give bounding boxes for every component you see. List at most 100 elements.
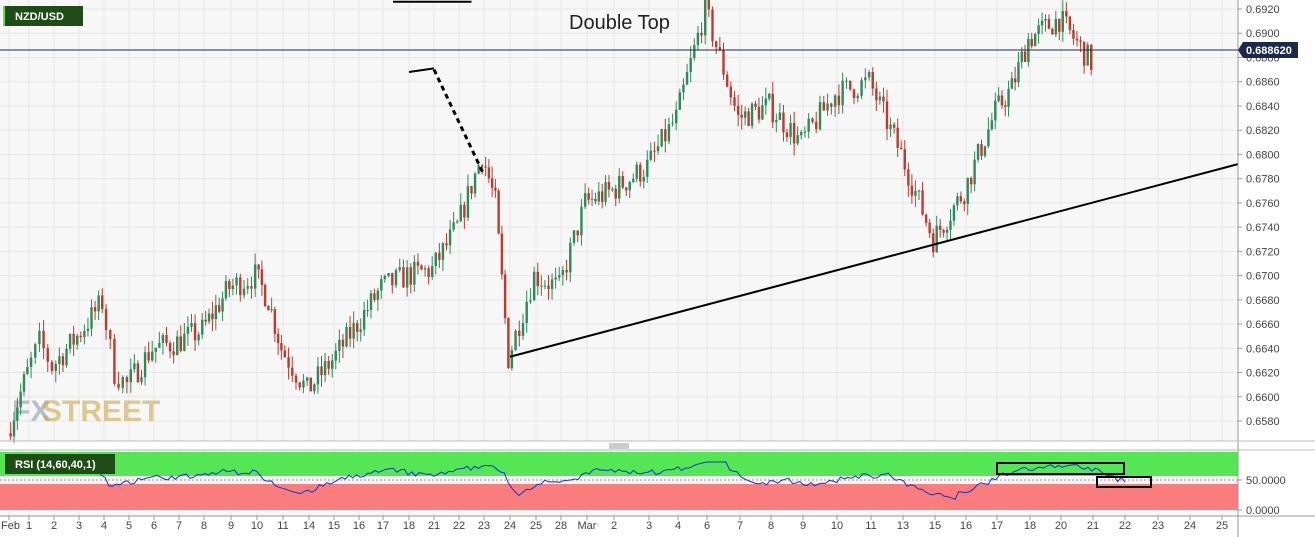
- candle-body: [543, 285, 547, 287]
- candle-body: [1033, 33, 1037, 47]
- trendline-projection: [432, 68, 486, 176]
- candle-body: [86, 328, 90, 331]
- candle-body: [283, 350, 287, 358]
- candle-body: [733, 97, 736, 106]
- y-tick-label: 0.6760: [1246, 198, 1280, 210]
- candle-body: [263, 285, 267, 307]
- y-tick-label: 0.6600: [1246, 392, 1280, 404]
- x-tick-label: 16: [960, 520, 972, 532]
- candle-body: [569, 242, 572, 273]
- candle-body: [611, 188, 614, 190]
- candle-body: [190, 323, 193, 327]
- candle-body: [197, 334, 200, 341]
- x-tick-label: 5: [126, 520, 132, 532]
- candle-body: [97, 295, 100, 312]
- candle-body: [990, 120, 994, 130]
- candle-body: [409, 267, 412, 285]
- candle-body: [711, 9, 714, 42]
- candle-body: [309, 377, 312, 392]
- candle-body: [387, 273, 390, 276]
- symbol-label-text: NZD/USD: [15, 11, 64, 23]
- candle-body: [561, 269, 565, 276]
- candle-body: [878, 96, 882, 101]
- candle-body: [674, 109, 678, 124]
- candle-body: [1000, 95, 1004, 106]
- candle-body: [685, 72, 689, 85]
- x-tick-label: 17: [991, 520, 1003, 532]
- rsi-label[interactable]: RSI (14,60,40,1): [3, 454, 115, 474]
- candle-body: [224, 281, 228, 299]
- candle-body: [46, 348, 49, 362]
- current-price-tag: 0.688620: [1238, 41, 1298, 58]
- rsi-oversold-zone: [0, 484, 1238, 510]
- candle-body: [246, 286, 249, 289]
- candle-body: [649, 150, 653, 160]
- candle-body: [729, 86, 733, 98]
- candle-body: [740, 114, 743, 118]
- x-tick-label: Mar: [578, 520, 597, 532]
- candle-body: [176, 336, 179, 356]
- candle-body: [267, 306, 270, 311]
- x-tick-label: 9: [800, 520, 806, 532]
- candle-body: [607, 182, 611, 190]
- candle-body: [348, 326, 352, 339]
- candle-body: [1079, 40, 1082, 42]
- candle-body: [997, 95, 1000, 101]
- y-tick-label: 0.6900: [1246, 28, 1280, 40]
- candle-body: [143, 352, 147, 378]
- rsi-neutral-zone: [0, 476, 1238, 484]
- candle-body: [34, 344, 37, 358]
- candle-body: [600, 191, 604, 202]
- candle-body: [921, 190, 924, 215]
- rsi-tick-label: 50.0000: [1246, 475, 1286, 487]
- candle-body: [750, 103, 754, 126]
- candle-body: [789, 122, 792, 138]
- candle-body: [402, 267, 405, 288]
- symbol-label[interactable]: NZD/USD: [3, 6, 83, 26]
- candle-body: [487, 167, 491, 179]
- x-tick-label: 14: [303, 520, 315, 532]
- candle-body: [856, 95, 859, 99]
- main-plot-background: [0, 0, 1238, 441]
- x-tick-label: 10: [251, 520, 263, 532]
- candle-body: [1013, 78, 1017, 83]
- candle-body: [369, 293, 373, 310]
- candle-body: [68, 333, 72, 349]
- x-tick-label: 9: [228, 520, 234, 532]
- x-tick-label: Feb: [1, 520, 20, 532]
- candle-body: [754, 103, 757, 107]
- x-tick-label: 21: [1087, 520, 1099, 532]
- candle-body: [168, 343, 172, 352]
- candle-body: [811, 118, 814, 122]
- candle-body: [682, 84, 685, 93]
- candle-body: [583, 193, 587, 207]
- candle-body: [398, 267, 401, 271]
- candle-body: [1020, 51, 1023, 63]
- candle-body: [305, 377, 309, 381]
- candle-body: [151, 351, 154, 361]
- x-tick-label: 3: [76, 520, 82, 532]
- candle-body: [771, 93, 774, 123]
- x-tick-label: 24: [504, 520, 516, 532]
- candle-body: [405, 267, 409, 288]
- pane-resize-handle[interactable]: [609, 443, 629, 449]
- y-tick-label: 0.6580: [1246, 416, 1280, 428]
- rsi-highlight-box-lower: [1096, 476, 1152, 488]
- candle-body: [1090, 44, 1093, 70]
- candle-body: [775, 119, 778, 123]
- candle-body: [963, 201, 966, 204]
- trendlines: [393, 0, 1239, 358]
- candle-body: [572, 230, 576, 243]
- x-tick-label: 17: [377, 520, 389, 532]
- x-tick-label: 6: [151, 520, 157, 532]
- candle-body: [452, 222, 455, 230]
- candle-body: [910, 185, 914, 196]
- candle-body: [849, 80, 852, 90]
- candle-body: [768, 93, 771, 99]
- candle-body: [117, 383, 120, 388]
- y-tick-label: 0.6620: [1246, 368, 1280, 380]
- x-tick-label: 25: [1216, 520, 1228, 532]
- candle-body: [12, 420, 16, 437]
- candle-body: [1065, 11, 1068, 17]
- candle-body: [362, 310, 366, 330]
